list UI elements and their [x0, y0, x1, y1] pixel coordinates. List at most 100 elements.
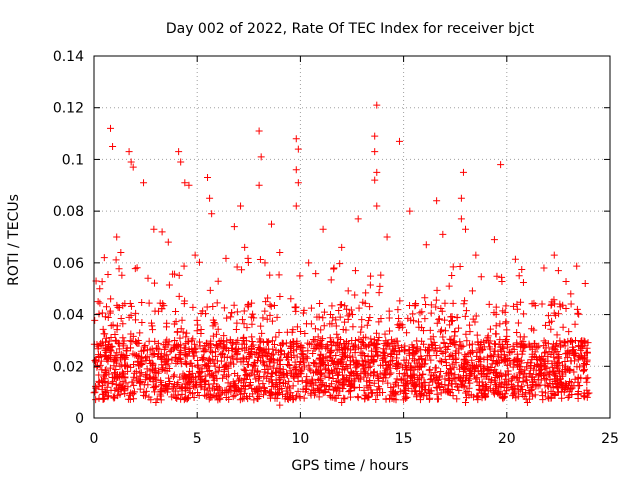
- data-point: [269, 379, 277, 387]
- data-point: [541, 389, 549, 397]
- data-point: [536, 356, 544, 364]
- data-point: [394, 306, 402, 314]
- data-point: [392, 337, 400, 345]
- data-point: [106, 364, 114, 372]
- data-point: [127, 330, 135, 338]
- data-point: [202, 361, 210, 369]
- data-point: [327, 276, 335, 284]
- data-point: [307, 367, 315, 375]
- data-point: [120, 337, 128, 345]
- data-point: [460, 300, 468, 308]
- data-point: [369, 353, 377, 361]
- data-point: [492, 303, 500, 311]
- data-point: [206, 371, 214, 379]
- data-point: [104, 270, 112, 278]
- data-point: [574, 373, 582, 381]
- data-point: [93, 362, 101, 370]
- data-point: [361, 395, 369, 403]
- data-point: [396, 320, 404, 328]
- data-point: [186, 372, 194, 380]
- data-point: [203, 363, 211, 371]
- data-point: [201, 391, 209, 399]
- data-point: [397, 376, 405, 384]
- data-point: [496, 320, 504, 328]
- data-point: [553, 354, 561, 362]
- data-point: [467, 370, 475, 378]
- data-point: [411, 302, 419, 310]
- data-point: [104, 313, 112, 321]
- data-point: [540, 349, 548, 357]
- data-point: [339, 352, 347, 360]
- data-point: [493, 371, 501, 379]
- data-point: [283, 328, 291, 336]
- data-point: [270, 340, 278, 348]
- data-point: [150, 350, 158, 358]
- data-point: [567, 357, 575, 365]
- data-point: [433, 390, 441, 398]
- data-point: [249, 310, 257, 318]
- data-point: [459, 363, 467, 371]
- chart-title: Day 002 of 2022, Rate Of TEC Index for r…: [166, 21, 535, 37]
- data-point: [240, 307, 248, 315]
- data-point: [388, 339, 396, 347]
- data-point: [145, 356, 153, 364]
- data-point: [214, 277, 222, 285]
- data-point: [100, 330, 108, 338]
- data-point: [457, 194, 465, 202]
- data-point: [126, 299, 134, 307]
- data-point: [349, 353, 357, 361]
- data-point: [230, 301, 238, 309]
- data-point: [284, 383, 292, 391]
- data-point: [187, 359, 195, 367]
- data-point: [421, 360, 429, 368]
- data-point: [569, 338, 577, 346]
- data-point: [363, 321, 371, 329]
- data-point: [515, 387, 523, 395]
- data-point: [531, 348, 539, 356]
- data-point: [266, 301, 274, 309]
- data-point: [414, 318, 422, 326]
- data-point: [510, 389, 518, 397]
- data-point: [496, 379, 504, 387]
- y-tick-label: 0.12: [53, 101, 84, 117]
- data-point: [361, 299, 369, 307]
- data-point: [349, 311, 357, 319]
- data-point: [250, 396, 258, 404]
- data-point: [249, 341, 257, 349]
- data-point: [328, 357, 336, 365]
- data-point: [458, 381, 466, 389]
- data-point: [375, 383, 383, 391]
- data-point: [370, 336, 378, 344]
- data-point: [235, 375, 243, 383]
- data-point: [220, 304, 228, 312]
- data-point: [441, 381, 449, 389]
- data-point: [260, 359, 268, 367]
- data-point: [338, 243, 346, 251]
- data-point: [445, 376, 453, 384]
- data-point: [519, 279, 527, 287]
- data-point: [334, 377, 342, 385]
- data-point: [102, 352, 110, 360]
- data-point: [266, 388, 274, 396]
- data-point: [333, 330, 341, 338]
- data-point: [276, 249, 284, 257]
- data-point: [485, 300, 493, 308]
- data-point: [387, 391, 395, 399]
- data-point: [341, 395, 349, 403]
- data-point: [223, 314, 231, 322]
- data-point: [483, 370, 491, 378]
- data-point: [253, 368, 261, 376]
- data-point: [374, 373, 382, 381]
- data-point: [294, 145, 302, 153]
- data-point: [292, 345, 300, 353]
- data-point: [419, 370, 427, 378]
- data-point: [175, 271, 183, 279]
- data-point: [96, 299, 104, 307]
- data-point: [462, 389, 470, 397]
- data-point: [159, 385, 167, 393]
- data-point: [532, 382, 540, 390]
- data-point: [316, 299, 324, 307]
- data-point: [169, 373, 177, 381]
- data-point: [467, 391, 475, 399]
- data-point: [129, 350, 137, 358]
